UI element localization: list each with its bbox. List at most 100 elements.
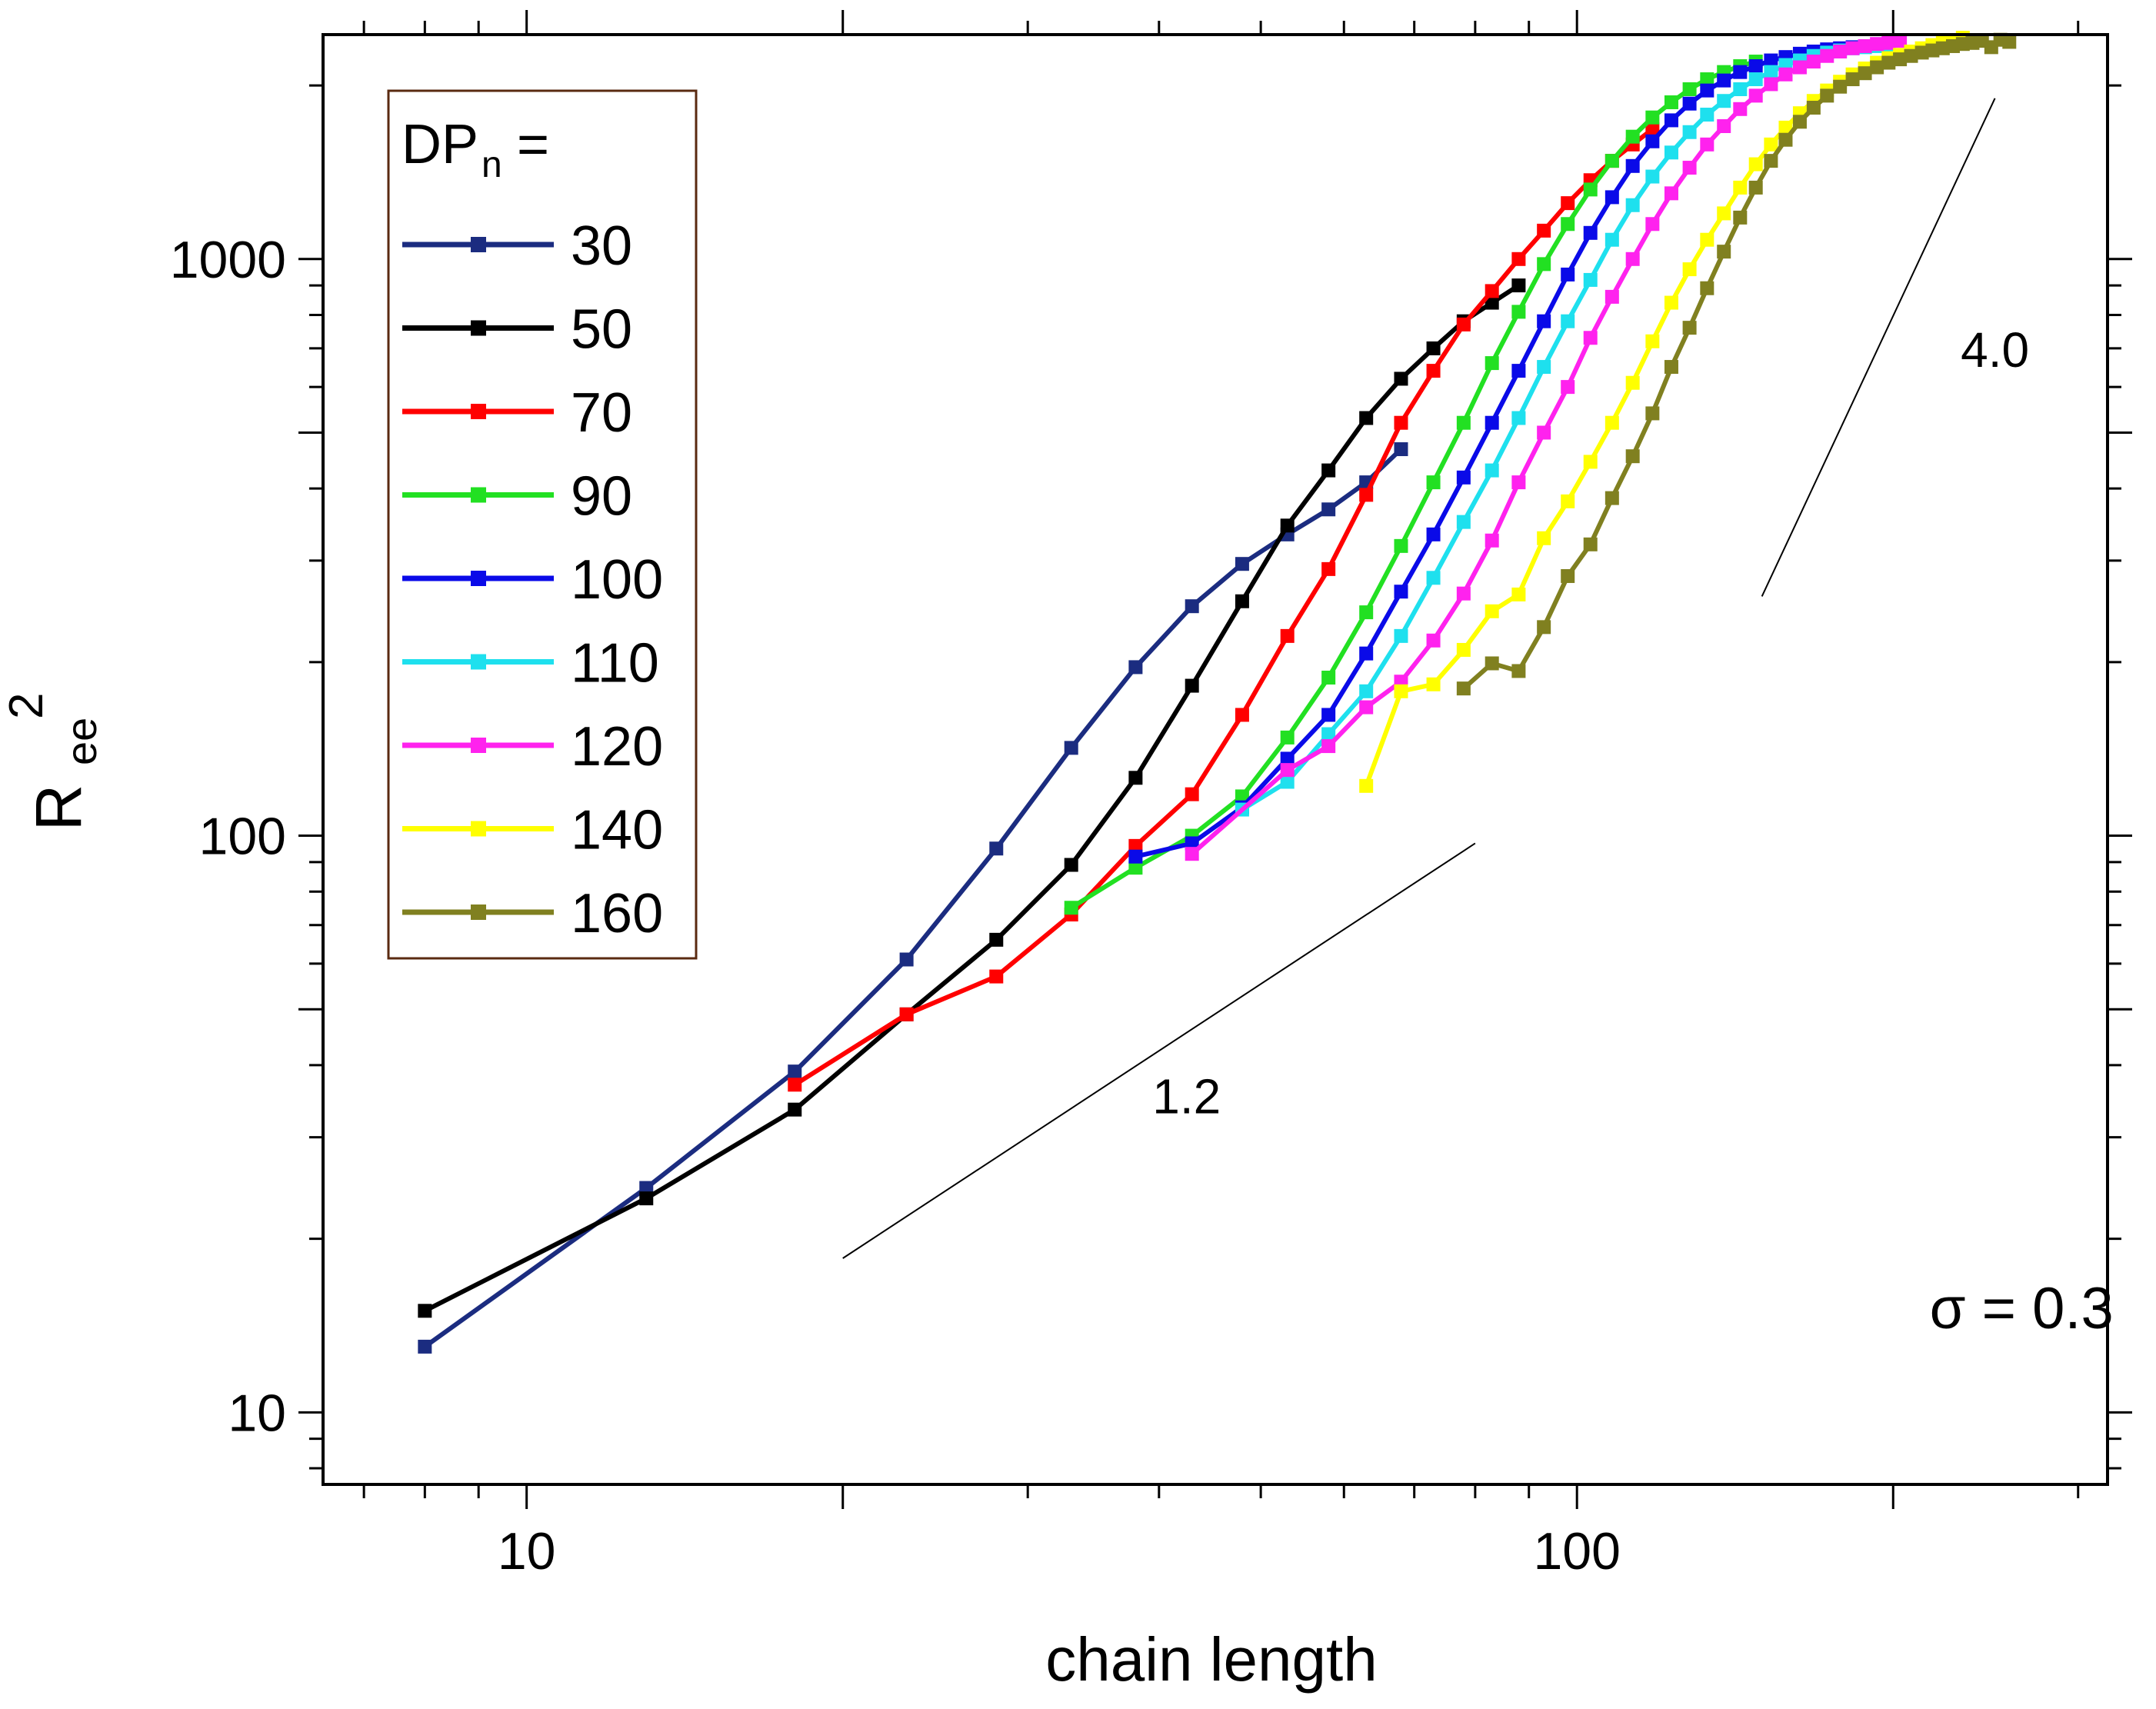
legend-title-suffix: = xyxy=(502,114,549,175)
data-point-90 xyxy=(1645,110,1660,125)
legend-marker-140 xyxy=(471,821,486,837)
data-point-160 xyxy=(1645,406,1660,421)
data-point-120 xyxy=(1645,217,1660,232)
data-point-120 xyxy=(1806,55,1821,69)
legend-item-160: 160 xyxy=(402,883,663,944)
data-point-110 xyxy=(1733,82,1748,97)
legend-label-90: 90 xyxy=(571,466,632,528)
legend-item-90: 90 xyxy=(402,466,632,528)
data-point-90 xyxy=(1235,789,1249,804)
data-point-160 xyxy=(1733,210,1748,225)
data-point-120 xyxy=(1537,425,1551,440)
data-point-100 xyxy=(1128,849,1143,864)
data-point-50 xyxy=(1359,411,1374,425)
data-point-160 xyxy=(1870,60,1884,75)
legend-marker-90 xyxy=(471,487,486,503)
data-point-100 xyxy=(1185,836,1199,851)
data-point-50 xyxy=(1394,371,1408,386)
data-point-110 xyxy=(1426,571,1441,585)
slope-line-1-2 xyxy=(842,842,1476,1259)
data-point-100 xyxy=(1359,646,1374,661)
data-point-100 xyxy=(1583,225,1598,240)
legend-title-subscript: n xyxy=(482,145,502,185)
y-axis-label-superscript: 2 xyxy=(0,693,53,719)
data-point-70 xyxy=(1185,787,1199,801)
data-point-50 xyxy=(1064,858,1078,872)
data-point-120 xyxy=(1583,331,1598,345)
legend: DP n = 30 50 70 90 100 110 120 140 160 xyxy=(387,89,698,960)
data-point-110 xyxy=(1280,775,1295,789)
data-point-110 xyxy=(1561,314,1575,328)
data-point-100 xyxy=(1456,470,1471,485)
data-point-140 xyxy=(1625,375,1640,390)
data-point-90 xyxy=(1394,538,1408,553)
data-point-100 xyxy=(1426,527,1441,541)
data-point-120 xyxy=(1682,161,1697,175)
legend-marker-50 xyxy=(471,320,486,336)
data-point-120 xyxy=(1485,533,1499,548)
data-point-30 xyxy=(1235,557,1249,571)
data-point-140 xyxy=(1394,684,1408,698)
data-point-50 xyxy=(1426,341,1441,355)
data-point-160 xyxy=(1664,360,1678,375)
data-point-160 xyxy=(1904,48,1918,63)
data-point-160 xyxy=(1778,132,1793,147)
legend-label-110: 110 xyxy=(571,633,659,695)
data-point-110 xyxy=(1764,65,1778,79)
x-tick-label: 10 xyxy=(498,1522,556,1581)
axes-frame: 10 100 10 100 1000 xyxy=(170,10,2132,1581)
data-point-160 xyxy=(1537,620,1551,635)
data-point-70 xyxy=(1128,838,1143,853)
data-point-110 xyxy=(1456,515,1471,529)
data-point-120 xyxy=(1733,102,1748,116)
data-point-140 xyxy=(1537,531,1551,545)
data-point-140 xyxy=(1664,295,1678,310)
y-axis-label-subscript: ee xyxy=(57,718,105,765)
data-point-100 xyxy=(1511,364,1526,378)
data-point-50 xyxy=(1321,463,1336,478)
data-point-110 xyxy=(1700,108,1714,122)
data-point-140 xyxy=(1764,137,1778,152)
data-point-100 xyxy=(1321,708,1336,722)
data-point-160 xyxy=(1806,101,1821,115)
data-point-120 xyxy=(1893,34,1908,48)
data-point-30 xyxy=(418,1339,432,1354)
data-point-30 xyxy=(989,841,1004,856)
data-point-160 xyxy=(1485,656,1499,671)
data-point-100 xyxy=(1700,83,1714,98)
data-point-70 xyxy=(1511,252,1526,266)
legend-label-50: 50 xyxy=(571,299,632,361)
data-point-110 xyxy=(1583,272,1598,287)
data-point-30 xyxy=(1185,599,1199,614)
data-point-160 xyxy=(2002,35,2017,49)
data-point-160 xyxy=(1625,449,1640,464)
legend-marker-110 xyxy=(471,654,486,670)
data-point-160 xyxy=(1833,79,1848,94)
data-point-140 xyxy=(1511,587,1526,601)
data-point-110 xyxy=(1321,727,1336,741)
data-point-160 xyxy=(1717,245,1731,259)
data-point-100 xyxy=(1280,751,1295,766)
data-point-90 xyxy=(1625,129,1640,144)
data-point-30 xyxy=(1064,741,1078,755)
data-point-30 xyxy=(899,952,914,967)
slope-label-1-2: 1.2 xyxy=(1152,1069,1221,1124)
data-point-110 xyxy=(1625,198,1640,212)
data-point-120 xyxy=(1625,252,1640,266)
data-point-120 xyxy=(1664,186,1678,201)
data-point-90 xyxy=(1485,356,1499,371)
plot-frame xyxy=(322,33,2109,1486)
data-point-100 xyxy=(1485,415,1499,430)
legend-title: DP n = xyxy=(402,114,549,185)
data-point-120 xyxy=(1792,60,1807,75)
legend-label-30: 30 xyxy=(571,215,632,277)
data-point-160 xyxy=(1858,66,1872,81)
data-point-90 xyxy=(1359,605,1374,620)
data-point-30 xyxy=(1321,502,1336,517)
data-point-160 xyxy=(1456,681,1471,696)
legend-item-70: 70 xyxy=(402,382,632,444)
legend-items: 30 50 70 90 100 110 120 140 160 xyxy=(402,215,663,944)
data-point-140 xyxy=(1583,455,1598,469)
data-point-120 xyxy=(1605,289,1619,304)
